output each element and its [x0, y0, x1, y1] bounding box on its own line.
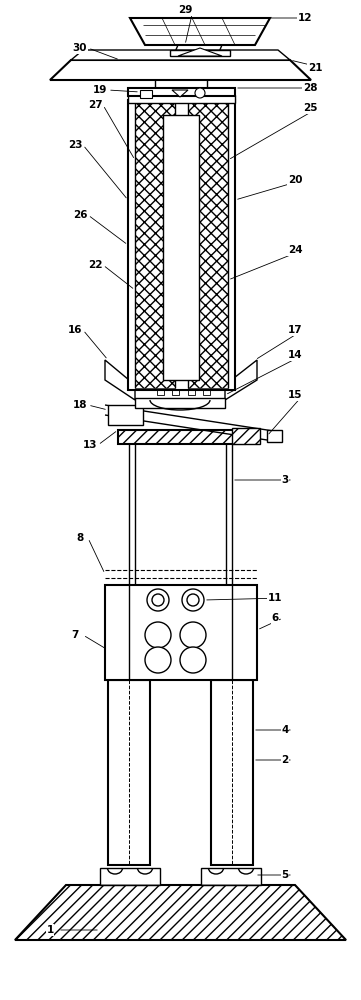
- Text: 2: 2: [281, 755, 289, 765]
- Circle shape: [145, 622, 171, 648]
- Polygon shape: [100, 868, 160, 885]
- Polygon shape: [71, 50, 290, 60]
- Text: 28: 28: [303, 83, 317, 93]
- Text: 3: 3: [281, 475, 289, 485]
- Text: 8: 8: [77, 533, 84, 543]
- Bar: [188, 388, 195, 395]
- Circle shape: [145, 647, 171, 673]
- Circle shape: [152, 594, 164, 606]
- Text: 6: 6: [271, 613, 279, 623]
- Circle shape: [187, 594, 199, 606]
- Bar: [211, 680, 253, 865]
- Bar: [203, 388, 210, 395]
- Text: 7: 7: [71, 630, 79, 640]
- Circle shape: [180, 647, 206, 673]
- Polygon shape: [225, 360, 257, 400]
- Circle shape: [180, 622, 206, 648]
- Bar: [188, 102, 228, 388]
- Text: 13: 13: [83, 440, 97, 450]
- Text: 23: 23: [68, 140, 82, 150]
- Bar: [118, 430, 245, 444]
- Text: 4: 4: [281, 725, 289, 735]
- Bar: [128, 95, 235, 103]
- Bar: [135, 398, 225, 408]
- Polygon shape: [15, 885, 346, 940]
- Polygon shape: [105, 360, 135, 400]
- Text: 30: 30: [73, 43, 87, 53]
- Circle shape: [195, 88, 205, 98]
- Bar: [108, 405, 143, 425]
- Bar: [157, 388, 164, 395]
- Text: 11: 11: [268, 593, 282, 603]
- Text: 5: 5: [281, 870, 289, 880]
- Polygon shape: [130, 18, 270, 45]
- Polygon shape: [201, 868, 261, 885]
- Text: 24: 24: [288, 245, 302, 255]
- Bar: [172, 388, 179, 395]
- Text: 18: 18: [73, 400, 87, 410]
- Text: 15: 15: [288, 390, 302, 400]
- Bar: [140, 90, 152, 98]
- Text: 16: 16: [68, 325, 82, 335]
- Bar: [128, 88, 235, 96]
- Text: 25: 25: [303, 103, 317, 113]
- Bar: [163, 115, 199, 380]
- Bar: [135, 102, 175, 388]
- Text: 26: 26: [73, 210, 87, 220]
- Text: 20: 20: [288, 175, 302, 185]
- Bar: [232, 428, 260, 444]
- Bar: [128, 100, 235, 390]
- Text: 14: 14: [288, 350, 302, 360]
- Text: 29: 29: [178, 5, 192, 15]
- Text: 17: 17: [288, 325, 302, 335]
- Text: 1: 1: [46, 925, 54, 935]
- Text: 21: 21: [308, 63, 322, 73]
- Bar: [108, 680, 150, 865]
- Bar: [105, 585, 257, 680]
- Circle shape: [182, 589, 204, 611]
- Polygon shape: [50, 60, 311, 80]
- Bar: [170, 50, 230, 56]
- Text: 12: 12: [298, 13, 312, 23]
- Circle shape: [147, 589, 169, 611]
- Text: 27: 27: [88, 100, 102, 110]
- Text: 22: 22: [88, 260, 102, 270]
- Bar: [267, 430, 282, 442]
- Polygon shape: [172, 90, 188, 97]
- Text: 19: 19: [93, 85, 107, 95]
- Polygon shape: [178, 48, 222, 56]
